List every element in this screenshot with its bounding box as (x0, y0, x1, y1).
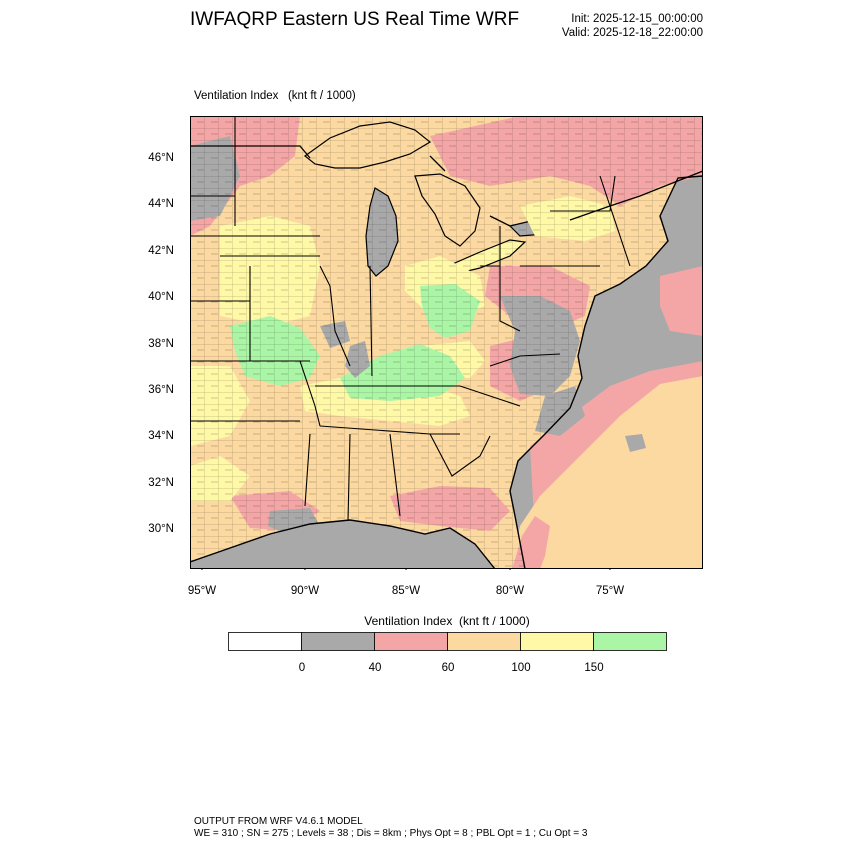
legend-label-150: 150 (584, 662, 604, 674)
valid-time: Valid: 2025-12-18_22:00:00 (561, 27, 703, 39)
lon-label-95w: 95°W (187, 585, 217, 597)
gulf-water (190, 520, 495, 569)
legend-swatch-5 (593, 632, 667, 651)
lat-label-38n: 38°N (148, 338, 174, 350)
legend-label-100: 100 (511, 662, 531, 674)
legend-label-40: 40 (368, 662, 382, 674)
lat-label-32n: 32°N (148, 477, 174, 489)
lat-label-44n: 44°N (148, 198, 174, 210)
canada-border (190, 145, 703, 227)
legend-bar (228, 632, 667, 651)
model-output-line: OUTPUT FROM WRF V4.6.1 MODEL (194, 816, 363, 827)
map-frame (190, 116, 703, 569)
state-boundaries (190, 116, 631, 522)
lon-label-90w: 90°W (290, 585, 320, 597)
county-lines (190, 116, 703, 569)
ocean-tan (510, 376, 703, 569)
lon-label-75w: 75°W (595, 585, 625, 597)
map-panel (190, 116, 703, 570)
ocean-gray-patch (625, 434, 646, 452)
lat-label-36n: 36°N (148, 384, 174, 396)
lon-label-85w: 85°W (391, 585, 421, 597)
lon-label-80w: 80°W (495, 585, 525, 597)
legend-swatch-3 (447, 632, 521, 651)
legend-swatch-2 (374, 632, 448, 651)
model-config-line: WE = 310 ; SN = 275 ; Levels = 38 ; Dis … (194, 828, 588, 839)
lat-label-42n: 42°N (148, 245, 174, 257)
init-time: Init: 2025-12-15_00:00:00 (571, 13, 703, 25)
coastline (190, 175, 703, 569)
lat-label-46n: 46°N (148, 152, 174, 164)
lat-label-34n: 34°N (148, 430, 174, 442)
legend-title: Ventilation Index (knt ft / 1000) (364, 614, 530, 628)
page-title: IWFAQRP Eastern US Real Time WRF (190, 9, 520, 30)
legend-swatch-0 (228, 632, 302, 651)
lat-label-40n: 40°N (148, 291, 174, 303)
legend-swatch-1 (301, 632, 375, 651)
legend-swatch-4 (520, 632, 594, 651)
field-label: Ventilation Index (knt ft / 1000) (194, 90, 356, 102)
legend-label-0: 0 (298, 662, 306, 674)
legend-label-60: 60 (441, 662, 455, 674)
lat-label-30n: 30°N (148, 523, 174, 535)
